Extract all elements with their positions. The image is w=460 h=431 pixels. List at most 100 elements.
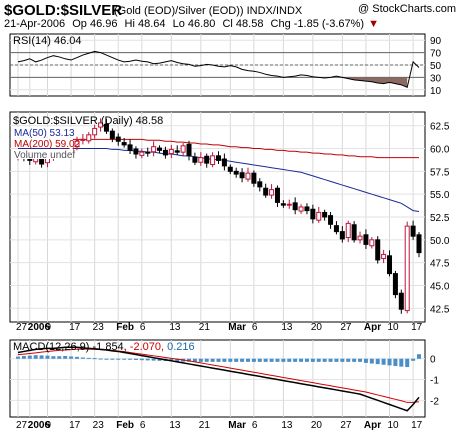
macd-histogram-bar (33, 355, 38, 359)
rsi-oversold-fill (324, 77, 408, 88)
candle-body (157, 147, 163, 151)
macd-histogram-bar (281, 358, 286, 362)
macd-histogram-bar (375, 358, 380, 365)
x-axis-label: 23 (93, 420, 105, 431)
macd-histogram-bar (86, 357, 91, 359)
x-axis-label: 27 (16, 420, 28, 431)
macd-histogram-bar (133, 358, 138, 360)
price-tick-label: 42.5 (430, 304, 450, 315)
quote-open: Op 46.96 (72, 18, 118, 30)
candle-body (369, 239, 375, 247)
macd-histogram-bar (169, 358, 174, 362)
quote-date: 21-Apr-2006 (4, 18, 66, 30)
x-axis-label: Mar (228, 420, 246, 431)
macd-histogram-bar (187, 358, 192, 362)
macd-histogram-bar (45, 355, 50, 359)
candle-body (103, 123, 109, 132)
macd-histogram-bar (387, 358, 392, 366)
macd-histogram-bar (352, 358, 357, 362)
copyright: @ StockCharts.com (358, 3, 456, 15)
macd-histogram-bar (216, 358, 221, 362)
macd-histogram-bar (340, 358, 345, 362)
rsi-tick-label: 50 (430, 61, 442, 72)
macd-histogram-bar (381, 358, 386, 365)
candle-body (162, 149, 168, 156)
candle-body (133, 148, 139, 155)
price-tick-label: 47.5 (430, 259, 450, 270)
panel-frame-3 (9, 339, 426, 418)
macd-histogram-bar (222, 358, 227, 362)
macd-histogram-bar (51, 356, 56, 359)
rsi-title: RSI(14) 46.04 (13, 35, 81, 47)
x-axis-label: Mar (228, 322, 246, 333)
price-tick-label: 60.0 (430, 145, 450, 156)
macd-title: MACD(12,26,9) -1.854, -2.070, 0.216 (13, 341, 195, 353)
macd-histogram-bar (393, 358, 398, 367)
macd-histogram-bar (405, 358, 410, 368)
candle-body (280, 203, 286, 206)
candle-body (316, 211, 322, 221)
macd-histogram-bar (74, 356, 79, 359)
x-axis-label: Feb (116, 322, 134, 333)
x-axis-label: 27 (340, 420, 352, 431)
macd-histogram-bar (104, 358, 109, 360)
candle-body (86, 134, 92, 142)
macd-histogram-bar (192, 358, 197, 362)
x-axis-label: 13 (281, 420, 293, 431)
macd-tick-label: -2 (430, 396, 439, 407)
candle-body (127, 144, 133, 151)
candle-body (298, 206, 304, 212)
candle-body (168, 148, 174, 155)
x-axis-label: Apr (364, 322, 381, 333)
x-axis-label: 17 (411, 420, 423, 431)
price-tick-label: 45.0 (430, 281, 450, 292)
x-axis-label: 21 (199, 322, 211, 333)
chart-symbol: $GOLD:$SILVER (4, 2, 123, 19)
macd-histogram-bar (251, 358, 256, 362)
candle-body (351, 224, 357, 241)
macd-title-part: MACD(12,26,9) (13, 341, 92, 353)
candle-body (410, 225, 416, 237)
candle-body (292, 202, 298, 211)
rsi-line (17, 50, 420, 89)
candle-body (387, 255, 393, 275)
macd-histogram-bar (145, 358, 150, 361)
price-tick-label: 52.5 (430, 213, 450, 224)
candle-body (98, 122, 104, 128)
macd-histogram-bar (304, 358, 309, 362)
macd-histogram-bar (175, 358, 180, 362)
candle-body (263, 187, 269, 196)
rsi-tick-label: 30 (430, 73, 442, 84)
x-axis-label: 13 (169, 420, 181, 431)
quote-high: Hi 48.64 (124, 18, 166, 30)
candle-body (257, 181, 263, 188)
candle-body (216, 155, 221, 161)
macd-histogram-bar (328, 358, 333, 362)
price-tick-label: 50.0 (430, 236, 450, 247)
x-axis-label: 2006 (28, 322, 51, 333)
macd-histogram-bar (369, 358, 374, 364)
macd-histogram-bar (122, 358, 127, 360)
rsi-tick-label: 90 (430, 36, 442, 47)
x-axis-label: 27 (16, 322, 28, 333)
candle-body (363, 234, 369, 245)
candle-body (357, 235, 363, 241)
candle-body (416, 234, 422, 254)
x-axis-label: Feb (116, 420, 134, 431)
x-axis-label: 27 (340, 322, 352, 333)
legend-bg (13, 149, 73, 159)
macd-title-part: -2.070, (130, 341, 167, 353)
macd-histogram-bar (299, 358, 304, 362)
macd-histogram-bar (363, 358, 368, 363)
macd-histogram-bar (92, 358, 97, 360)
macd-histogram-bar (310, 358, 315, 362)
macd-histogram-bar (263, 358, 268, 362)
macd-histogram-bar (358, 358, 363, 362)
macd-histogram-bar (245, 358, 250, 362)
candle-body (74, 140, 80, 148)
macd-histogram-bar (116, 358, 121, 360)
candle-body (398, 292, 404, 310)
macd-histogram-bar (257, 358, 262, 362)
legend-bg (13, 138, 73, 148)
